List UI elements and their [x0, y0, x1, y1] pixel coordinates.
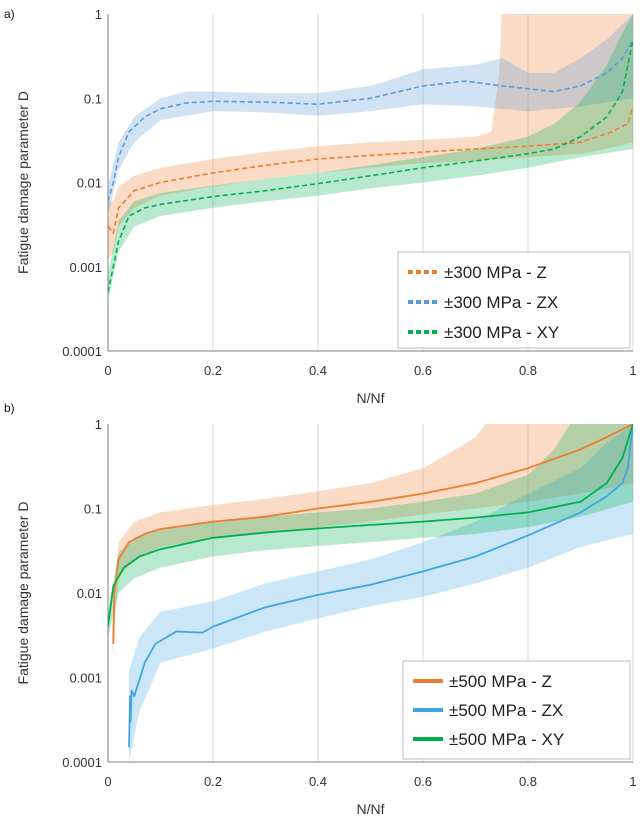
y-tick-label: 1 [95, 7, 102, 22]
y-tick-label: 0.001 [69, 671, 102, 686]
x-tick-label: 0.6 [414, 774, 432, 789]
plot-area [108, 14, 633, 301]
panel-label: a) [4, 7, 15, 21]
panel-b: b) 0 0.2 0.4 0.6 0.8 1 0.0001 0.001 0.01 0.1 1 N/Nf… [4, 401, 637, 817]
legend-label: ±500 MPa - XY [449, 730, 564, 749]
x-tick-label: 0.8 [519, 774, 537, 789]
series-line [108, 106, 633, 234]
series-band [112, 424, 633, 656]
x-tick-label: 0.4 [309, 363, 327, 378]
x-tick-label: 0.2 [204, 363, 222, 378]
x-tick-label: 0.4 [309, 774, 327, 789]
series-line [108, 39, 633, 202]
legend-label: ±300 MPa - XY [444, 323, 559, 342]
y-tick-label: 1 [95, 417, 102, 432]
panel-label: b) [4, 401, 15, 415]
legend-label: ±500 MPa - Z [449, 672, 552, 691]
series-line [108, 39, 633, 293]
series-line [108, 424, 633, 627]
legend: ±500 MPa - Z ±500 MPa - ZX ±500 MPa - XY [402, 660, 631, 760]
y-tick-label: 0.01 [77, 176, 102, 191]
series-line [128, 424, 633, 748]
y-tick-label: 0.001 [69, 260, 102, 275]
legend-label: ±300 MPa - Z [444, 263, 547, 282]
x-tick-label: 1 [629, 363, 636, 378]
x-axis-title: N/Nf [357, 801, 385, 817]
legend: ±300 MPa - Z ±300 MPa - ZX ±300 MPa - XY [397, 251, 631, 349]
x-tick-label: 0.2 [204, 774, 222, 789]
plot-area [108, 424, 633, 762]
series-band [129, 424, 633, 762]
y-tick-label: 0.01 [77, 586, 102, 601]
x-tick-label: 1 [629, 774, 636, 789]
legend-label: ±300 MPa - ZX [444, 293, 558, 312]
x-tick-label: 0 [104, 774, 111, 789]
series-band [108, 424, 633, 638]
x-tick-label: 0 [104, 363, 111, 378]
y-tick-label: 0.1 [84, 502, 102, 517]
y-tick-label: 0.1 [84, 91, 102, 106]
panel-a: a) 0 0.2 0.4 0.6 0.8 1 0.0001 0.001 0.01 0.1 1 N/Nf… [4, 7, 637, 406]
series-band [108, 14, 633, 261]
y-tick-label: 0.0001 [62, 344, 102, 359]
x-tick-label: 0.6 [414, 363, 432, 378]
x-axis-title: N/Nf [357, 390, 385, 406]
legend-label: ±500 MPa - ZX [449, 701, 563, 720]
y-axis-title: Fatigue damage parameter D [15, 502, 31, 685]
series-line [112, 424, 633, 644]
y-axis-title: Fatigue damage parameter D [15, 91, 31, 274]
y-tick-label: 0.0001 [62, 755, 102, 770]
series-band [108, 14, 633, 301]
x-tick-label: 0.8 [519, 363, 537, 378]
series-band [108, 14, 633, 216]
